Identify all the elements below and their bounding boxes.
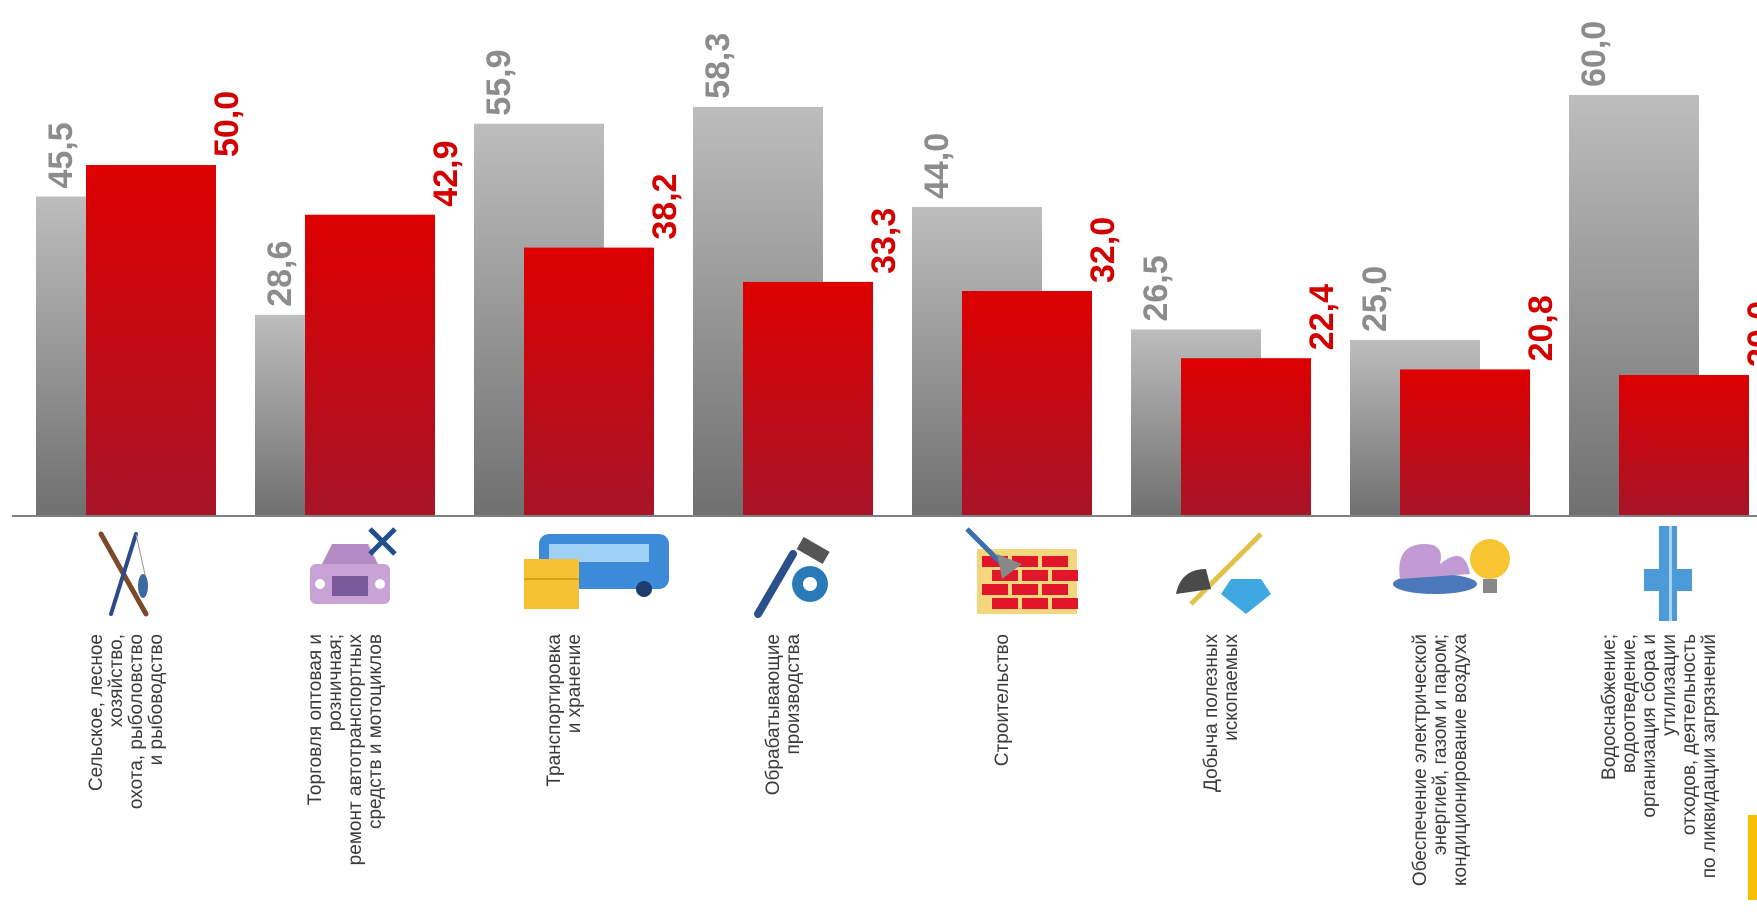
gas-burner-bulb-icon [1393,539,1510,594]
bar-red-3 [743,281,873,515]
value-label-gray-3: 58,3 [699,33,737,99]
bar-red-0 [86,165,216,515]
bar-red-5 [1181,358,1311,515]
value-label-gray-6: 25,0 [1356,266,1394,332]
value-label-gray-1: 28,6 [261,241,299,307]
shovel-diamond-icon [1176,532,1271,614]
value-label-red-7: 20,0 [1741,301,1757,367]
fishing-hunting-icon [98,531,149,617]
bar-red-4 [962,291,1092,515]
water-pipe-icon [1644,526,1692,621]
value-label-red-1: 42,9 [427,141,465,207]
value-label-red-0: 50,0 [208,91,246,157]
corner-tab [1748,815,1757,900]
value-label-red-4: 32,0 [1084,217,1122,283]
car-repair-icon [310,527,397,604]
bar-red-7 [1619,375,1749,515]
category-label-3: Обрабатывающиепроизводства [763,634,804,796]
category-label-7: Водоснабжение;водоотведение,организация … [1599,634,1720,878]
value-label-red-5: 22,4 [1303,284,1341,350]
category-label-1: Торговля оптовая ирозничная;ремонт автот… [305,634,386,866]
value-label-gray-7: 60,0 [1575,21,1613,87]
category-label-4: Строительство [992,634,1013,766]
value-label-gray-2: 55,9 [480,50,518,116]
value-label-red-2: 38,2 [646,173,684,239]
value-label-red-6: 20,8 [1522,295,1560,361]
category-label-5: Добыча полезныхископаемых [1201,634,1242,792]
value-label-gray-5: 26,5 [1137,255,1175,321]
bar-red-1 [305,214,435,515]
bar-red-6 [1400,369,1530,515]
bus-cargo-icon [524,534,669,609]
category-label-0: Сельское, лесноехозяйство,охота, рыболов… [86,634,167,809]
category-label-6: Обеспечение электрическойэнергией, газом… [1410,634,1471,887]
bar-red-2 [524,247,654,515]
value-label-gray-0: 45,5 [42,122,80,188]
brick-wall-icon [965,527,1078,614]
hammer-gear-icon [754,536,830,618]
value-label-gray-4: 44,0 [918,133,956,199]
value-label-red-3: 33,3 [865,208,903,274]
category-label-2: Транспортировкаи хранение [544,634,585,787]
